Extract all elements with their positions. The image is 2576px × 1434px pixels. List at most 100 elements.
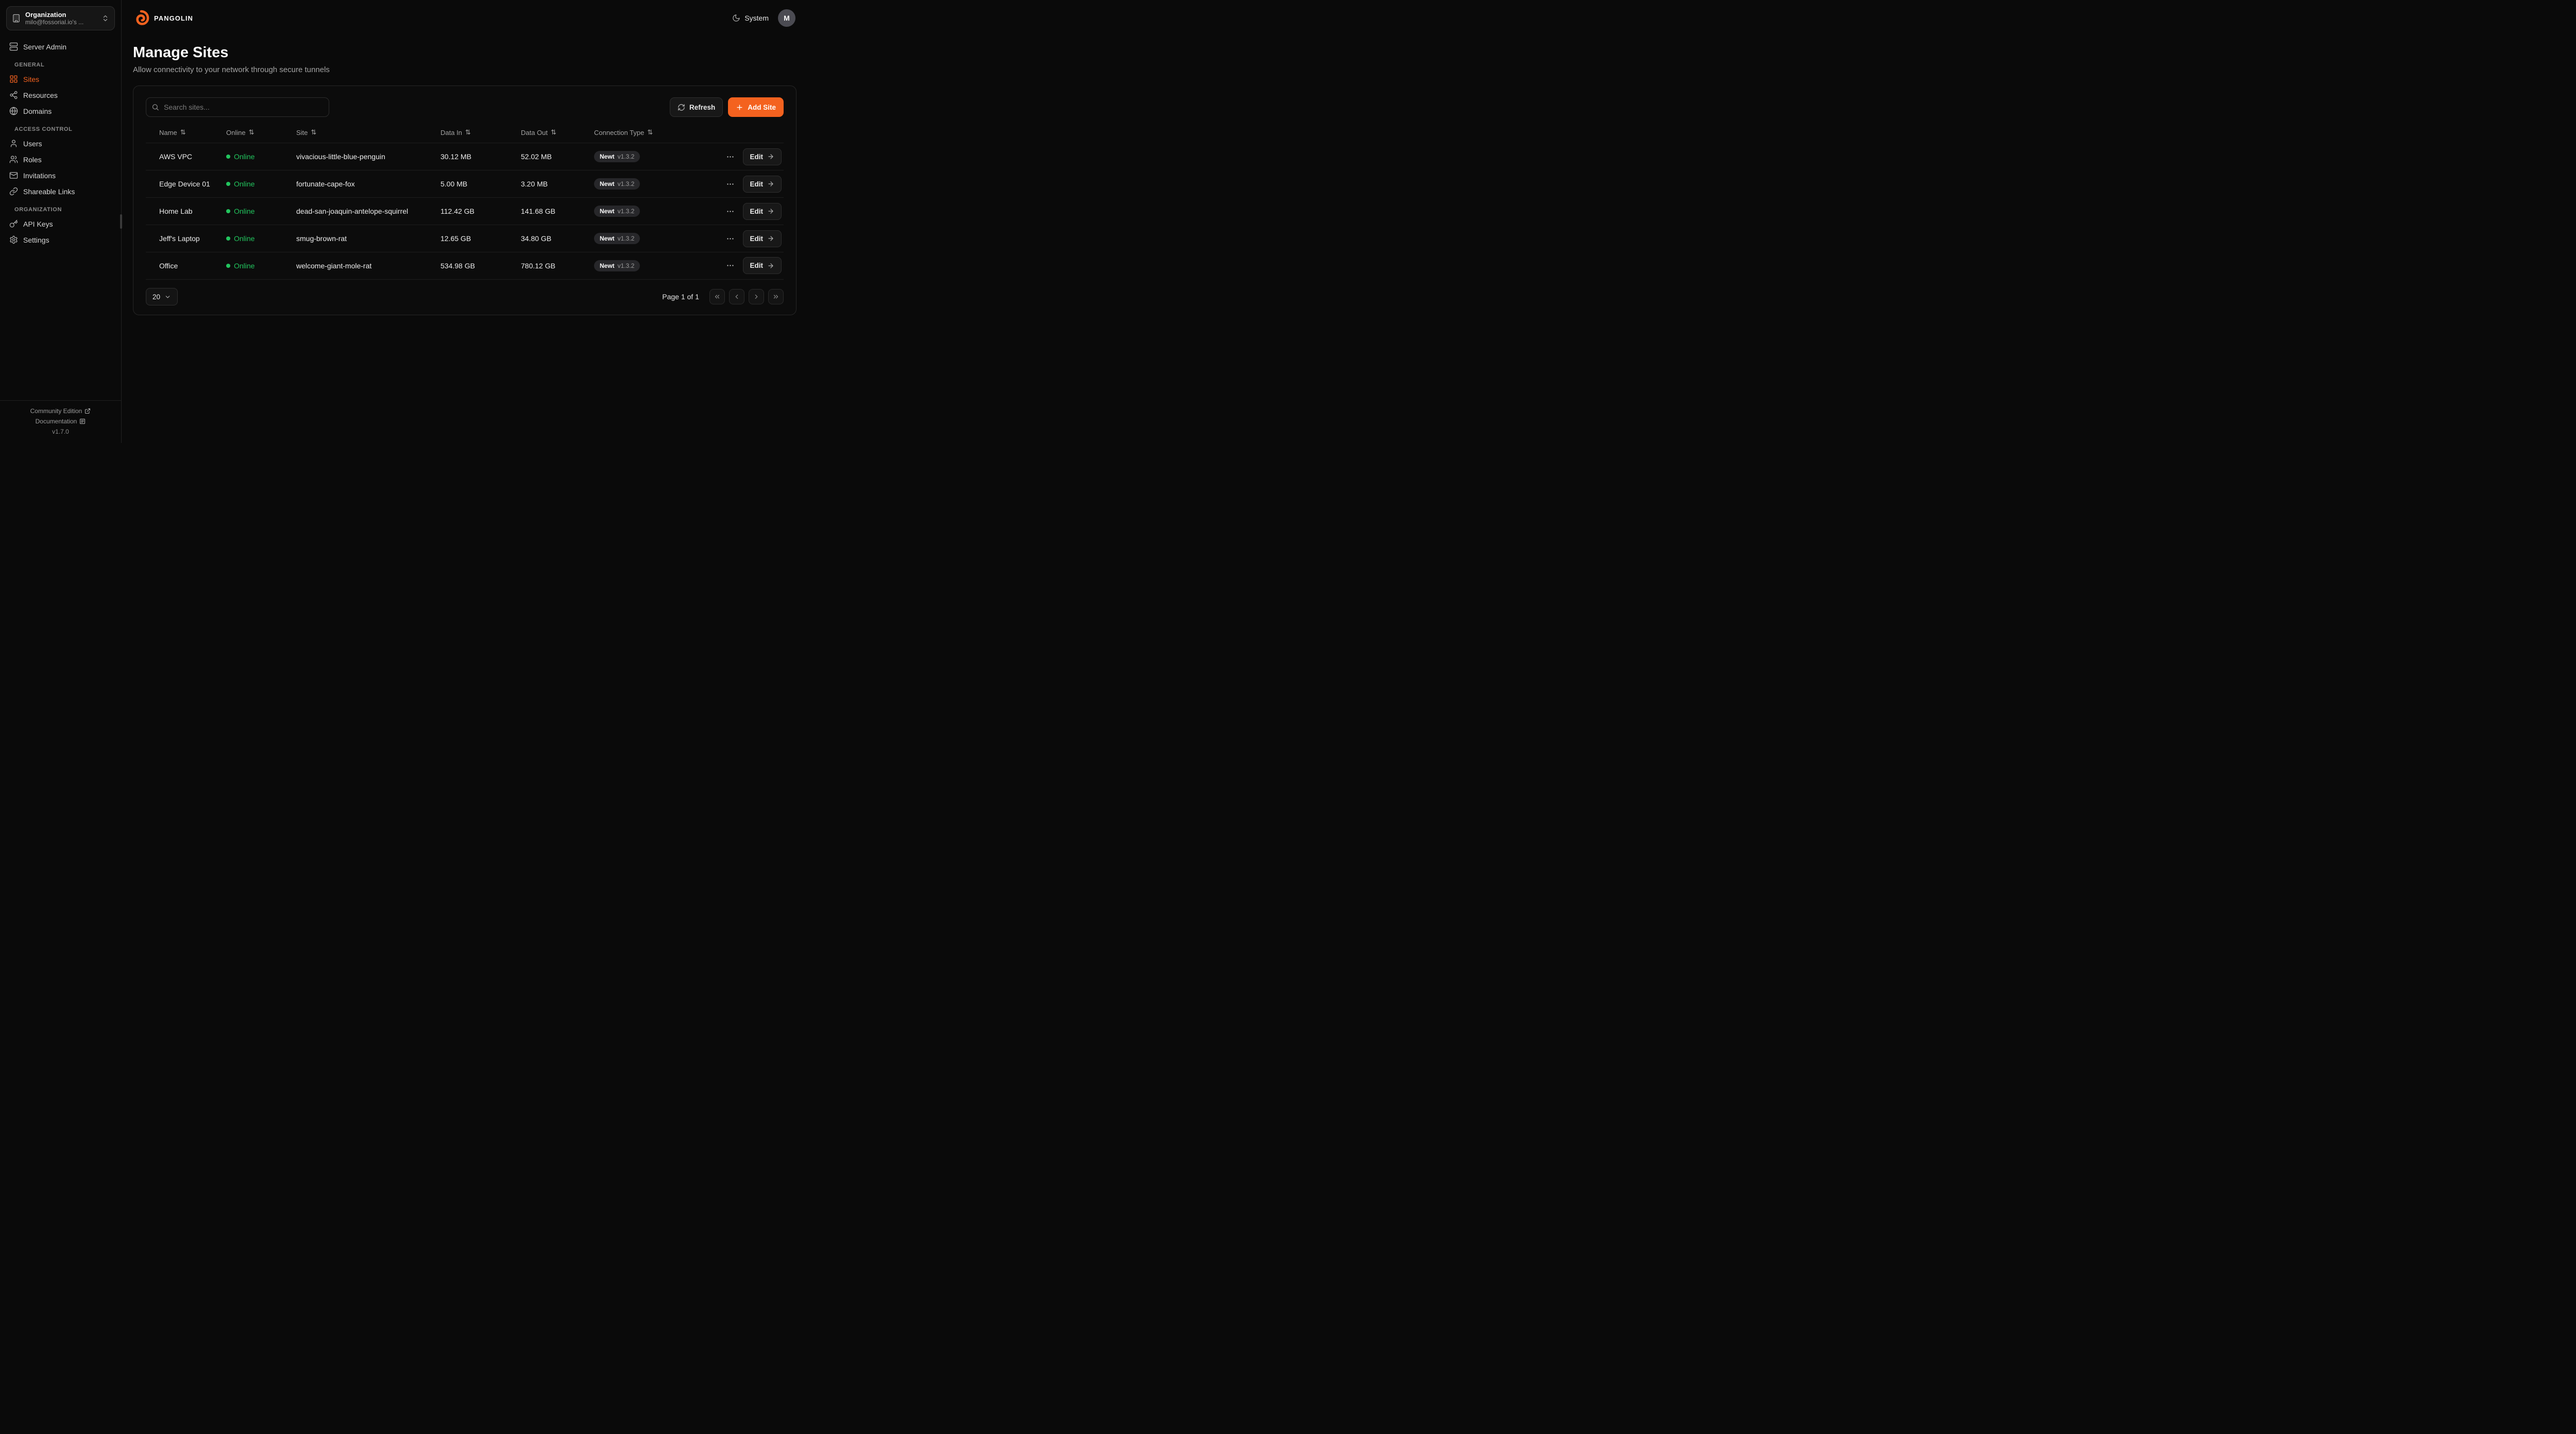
sidebar-item-shareable-links[interactable]: Shareable Links [5, 183, 116, 199]
avatar[interactable]: M [778, 9, 795, 27]
sidebar-item-api-keys[interactable]: API Keys [5, 216, 116, 232]
edit-button[interactable]: Edit [742, 257, 782, 274]
row-menu-button[interactable] [724, 205, 737, 218]
key-icon [9, 219, 18, 228]
card-toolbar: Refresh Add Site [146, 97, 784, 117]
section-label-organization: ORGANIZATION [14, 207, 62, 213]
add-site-button[interactable]: Add Site [728, 97, 784, 117]
site-name: Office [159, 261, 178, 270]
edit-button[interactable]: Edit [742, 148, 782, 165]
data-in: 5.00 MB [440, 180, 468, 188]
app-version: v1.7.0 [52, 428, 69, 435]
column-header-name[interactable]: Name ⇅ [159, 128, 186, 136]
column-header-site[interactable]: Site ⇅ [296, 128, 317, 136]
page-size-value: 20 [152, 293, 161, 301]
site-name: AWS VPC [159, 152, 193, 161]
sidebar-item-invitations[interactable]: Invitations [5, 167, 116, 183]
online-dot-icon [226, 236, 230, 241]
connection-type-cell: Newt v1.3.2 [594, 178, 717, 190]
column-header-connection-type[interactable]: Connection Type ⇅ [594, 128, 653, 136]
edit-button[interactable]: Edit [742, 230, 782, 247]
pagination-buttons [709, 289, 784, 304]
link-icon [9, 187, 18, 196]
pangolin-logo-icon [133, 10, 149, 26]
user-icon [9, 139, 18, 148]
data-out: 34.80 GB [521, 234, 552, 243]
sidebar-item-server-admin[interactable]: Server Admin [5, 39, 116, 55]
row-menu-button[interactable] [724, 259, 737, 272]
connection-type-cell: Newt v1.3.2 [594, 151, 717, 162]
connection-type-badge: Newt v1.3.2 [594, 151, 640, 162]
theme-selector[interactable]: System [732, 14, 769, 22]
online-dot-icon [226, 182, 230, 186]
top-bar: PANGOLIN System M [122, 0, 808, 34]
edit-button[interactable]: Edit [742, 202, 782, 220]
arrow-right-icon [767, 262, 774, 269]
next-page-button[interactable] [749, 289, 764, 304]
sidebar-item-sites[interactable]: Sites [5, 71, 116, 87]
sidebar-item-label: Roles [23, 155, 42, 164]
sidebar-resize-handle[interactable] [120, 214, 122, 229]
site-slug: vivacious-little-blue-penguin [296, 152, 385, 161]
row-menu-button[interactable] [724, 178, 737, 191]
refresh-label: Refresh [689, 103, 716, 111]
sidebar-item-users[interactable]: Users [5, 135, 116, 151]
site-name: Edge Device 01 [159, 180, 210, 188]
page-info: Page 1 of 1 [662, 293, 699, 301]
data-out: 52.02 MB [521, 152, 552, 161]
sort-icon: ⇅ [465, 128, 471, 136]
table-row: Office Online welcome-giant-mole-rat 534… [146, 252, 784, 279]
page-head: Manage Sites Allow connectivity to your … [122, 34, 808, 76]
search-input[interactable] [146, 97, 329, 117]
data-in: 534.98 GB [440, 261, 475, 270]
sidebar-item-label: Settings [23, 235, 49, 244]
page-subtitle: Allow connectivity to your network throu… [133, 65, 330, 74]
chevrons-up-down-icon [101, 14, 109, 22]
row-menu-button[interactable] [724, 232, 737, 245]
prev-page-button[interactable] [729, 289, 744, 304]
sidebar-item-domains[interactable]: Domains [5, 103, 116, 119]
sidebar-item-settings[interactable]: Settings [5, 232, 116, 248]
column-header-data-out[interactable]: Data Out ⇅ [521, 128, 556, 136]
refresh-button[interactable]: Refresh [669, 97, 723, 117]
connection-type-badge: Newt v1.3.2 [594, 260, 640, 271]
column-header-data-in[interactable]: Data In ⇅ [440, 128, 471, 136]
row-actions: Edit [717, 148, 784, 165]
sidebar-item-roles[interactable]: Roles [5, 151, 116, 167]
row-menu-button[interactable] [724, 150, 737, 163]
org-switcher[interactable]: Organization milo@fossorial.io's ... [6, 6, 115, 30]
site-slug: welcome-giant-mole-rat [296, 261, 372, 270]
site-slug: fortunate-cape-fox [296, 180, 355, 188]
pager: Page 1 of 1 [662, 289, 784, 304]
page-title: Manage Sites [133, 44, 229, 61]
search-icon [151, 104, 159, 111]
connection-type-badge: Newt v1.3.2 [594, 178, 640, 190]
arrow-right-icon [767, 153, 774, 160]
community-edition-label: Community Edition [30, 407, 82, 415]
community-edition-link[interactable]: Community Edition [4, 406, 117, 416]
card-footer: 20 Page 1 of 1 [146, 279, 784, 305]
sort-icon: ⇅ [180, 128, 186, 136]
section-label-access-control: ACCESS CONTROL [14, 126, 73, 132]
edit-button[interactable]: Edit [742, 175, 782, 193]
arrow-right-icon [767, 208, 774, 215]
sites-card: Refresh Add Site Name⇅ Online⇅ Site⇅ Dat… [133, 86, 796, 315]
row-actions: Edit [717, 230, 784, 247]
table-row: AWS VPC Online vivacious-little-blue-pen… [146, 143, 784, 170]
sidebar-item-resources[interactable]: Resources [5, 87, 116, 103]
data-in: 12.65 GB [440, 234, 471, 243]
sort-icon: ⇅ [647, 128, 653, 136]
arrow-right-icon [767, 235, 774, 242]
first-page-button[interactable] [709, 289, 725, 304]
column-header-online[interactable]: Online ⇅ [226, 128, 255, 136]
org-subtitle: milo@fossorial.io's ... [25, 19, 84, 26]
sidebar-item-label: API Keys [23, 219, 53, 228]
org-title: Organization [25, 11, 66, 19]
connection-type-cell: Newt v1.3.2 [594, 260, 717, 271]
brand[interactable]: PANGOLIN [133, 10, 193, 26]
documentation-link[interactable]: Documentation [4, 416, 117, 426]
refresh-icon [677, 104, 685, 111]
last-page-button[interactable] [768, 289, 784, 304]
page-size-select[interactable]: 20 [146, 288, 178, 305]
theme-label: System [744, 14, 769, 22]
